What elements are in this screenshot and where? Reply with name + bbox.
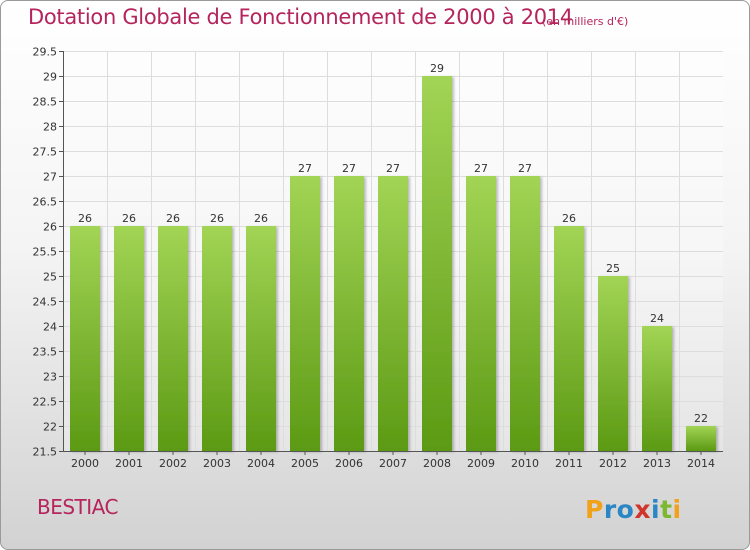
y-tick-label: 24.5 [33, 296, 58, 309]
y-tick-label: 27 [43, 171, 57, 184]
bar-2010 [510, 176, 540, 451]
data-label-2012: 25 [606, 262, 620, 275]
bar-2003 [202, 226, 232, 451]
bar-2007 [378, 176, 408, 451]
bar-2012 [598, 276, 628, 451]
y-tick-label: 28.5 [33, 96, 58, 109]
y-tick-label: 23.5 [33, 346, 58, 359]
x-tick-label-2006: 2006 [335, 457, 363, 470]
bar-2005 [290, 176, 320, 451]
axes: 21.5 22 22.5 23 23.5 24 24.5 25 25.5 26 26.5 27 27.5… [33, 46, 723, 470]
data-label-2006: 27 [342, 162, 356, 175]
data-label-2000: 26 [78, 212, 92, 225]
x-tick-label-2003: 2003 [203, 457, 231, 470]
data-label-2011: 26 [562, 212, 576, 225]
data-label-2009: 27 [474, 162, 488, 175]
x-tick-label-2011: 2011 [555, 457, 583, 470]
chart-subtitle: (en milliers d'€) [542, 15, 629, 28]
bar-2001 [114, 226, 144, 451]
x-tick-label-2014: 2014 [687, 457, 715, 470]
x-tick-label-2000: 2000 [71, 457, 99, 470]
y-tick-label: 29 [43, 71, 57, 84]
y-tick-label: 23 [43, 371, 57, 384]
y-tick-label: 27.5 [33, 146, 58, 159]
y-tick-label: 29.5 [33, 46, 58, 59]
bars: 26 26 26 26 26 27 27 27 29 27 27 26 25 24 22 [70, 62, 716, 451]
bar-2008 [422, 76, 452, 451]
chart-title: Dotation Globale de Fonctionnement de 20… [28, 5, 573, 29]
bar-2009 [466, 176, 496, 451]
bar-2013 [642, 326, 672, 451]
x-tick-label-2001: 2001 [115, 457, 143, 470]
y-tick-label: 21.5 [33, 446, 58, 459]
x-tick-label-2007: 2007 [379, 457, 407, 470]
bar-2000 [70, 226, 100, 451]
x-tick-label-2008: 2008 [423, 457, 451, 470]
data-label-2002: 26 [166, 212, 180, 225]
proxiti-logo: Proxiti [585, 495, 682, 524]
x-tick-label-2010: 2010 [511, 457, 539, 470]
y-tick-label: 22.5 [33, 396, 58, 409]
x-tick-label-2002: 2002 [159, 457, 187, 470]
x-tick-label-2012: 2012 [599, 457, 627, 470]
bar-2004 [246, 226, 276, 451]
y-tick-label: 28 [43, 121, 57, 134]
y-tick-label: 25 [43, 271, 57, 284]
data-label-2014: 22 [694, 412, 708, 425]
bar-2014 [686, 426, 716, 451]
x-tick-label-2005: 2005 [291, 457, 319, 470]
data-label-2010: 27 [518, 162, 532, 175]
y-tick-label: 22 [43, 421, 57, 434]
data-label-2007: 27 [386, 162, 400, 175]
data-label-2005: 27 [298, 162, 312, 175]
bar-2006 [334, 176, 364, 451]
commune-name: BESTIAC [37, 495, 118, 519]
y-tick-label: 25.5 [33, 246, 58, 259]
data-label-2004: 26 [254, 212, 268, 225]
data-label-2008: 29 [430, 62, 444, 75]
data-label-2001: 26 [122, 212, 136, 225]
bar-2002 [158, 226, 188, 451]
x-tick-label-2013: 2013 [643, 457, 671, 470]
data-label-2003: 26 [210, 212, 224, 225]
y-tick-label: 24 [43, 321, 57, 334]
x-tick-label-2009: 2009 [467, 457, 495, 470]
y-tick-label: 26 [43, 221, 57, 234]
bar-2011 [554, 226, 584, 451]
svg-text:Proxiti: Proxiti [585, 495, 682, 524]
x-tick-label-2004: 2004 [247, 457, 275, 470]
y-tick-label: 26.5 [33, 196, 58, 209]
data-label-2013: 24 [650, 312, 664, 325]
